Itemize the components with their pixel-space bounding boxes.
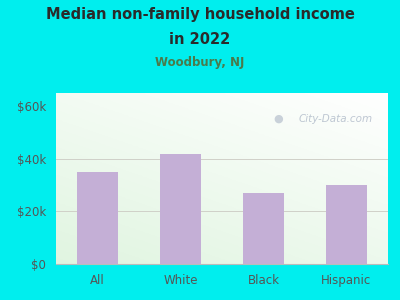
Bar [243,193,284,264]
Text: Woodbury, NJ: Woodbury, NJ [155,56,245,68]
Text: ●: ● [274,114,283,124]
Bar [326,185,367,264]
Text: Median non-family household income: Median non-family household income [46,8,354,22]
Text: City-Data.com: City-Data.com [298,114,372,124]
Text: in 2022: in 2022 [169,32,231,46]
Bar [160,154,201,264]
Bar [77,172,118,264]
